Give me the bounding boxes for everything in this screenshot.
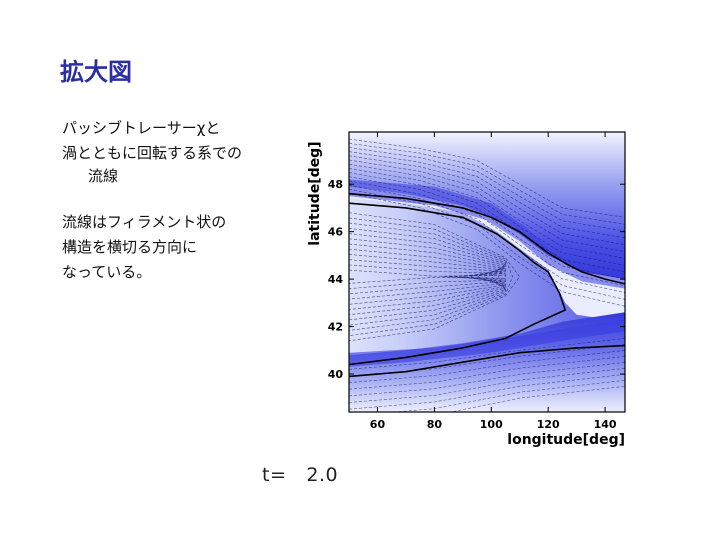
time-label: t= 2.0 (262, 464, 338, 486)
contour-line (349, 368, 625, 403)
time-value: 2.0 (306, 464, 339, 486)
contour-line (349, 243, 507, 310)
contour-line (349, 269, 506, 284)
contour-line (349, 228, 506, 326)
contour-line (349, 163, 625, 259)
y-tick-label: 48 (328, 178, 343, 191)
y-tick-label: 44 (328, 273, 344, 286)
contour-line (349, 155, 625, 246)
x-axis-label: longitude[deg] (507, 432, 625, 448)
streamline-1 (349, 192, 625, 285)
contour-line (349, 248, 506, 305)
text-line: 渦とともに回転する系での (62, 144, 243, 162)
x-tick-label: 140 (594, 418, 617, 431)
contour-line (349, 338, 625, 370)
contour-line (349, 151, 625, 239)
x-tick-label: 120 (537, 418, 560, 431)
y-tick-label: 46 (328, 226, 344, 239)
contour-line (349, 233, 507, 321)
text-line: 流線 (88, 167, 119, 185)
contour-line (349, 217, 513, 336)
contour-line (349, 238, 507, 315)
time-label-prefix: t= (262, 464, 287, 486)
y-tick-label: 40 (328, 368, 344, 381)
contour-line (349, 254, 506, 300)
upper-core (349, 179, 625, 289)
contour-line (349, 193, 625, 307)
text-line: 構造を横切る方向に (62, 238, 198, 256)
contour-line (349, 350, 625, 383)
contour-line (349, 180, 625, 287)
contour-line (349, 172, 625, 273)
contour-line (349, 374, 625, 410)
contour-line (349, 159, 625, 252)
text-line: パッシブトレーサーχと (62, 119, 221, 137)
streamline-figure: 60 80 100 120 140 40 42 44 46 48 longitude[deg] lat… (300, 124, 630, 458)
contour-line (349, 188, 625, 300)
contour-line (449, 386, 625, 412)
contour-line (349, 356, 625, 390)
contour-line (349, 264, 506, 289)
streamline-chart: 60 80 100 120 140 40 42 44 46 48 longitude[deg] lat… (307, 131, 626, 448)
contour-line (349, 212, 521, 342)
text-line: なっている。 (62, 263, 152, 281)
contour-line (349, 147, 625, 232)
contour-line (349, 259, 506, 295)
y-axis-label: latitude[deg] (307, 141, 323, 245)
y-tick-label: 42 (328, 321, 343, 334)
x-tick-label: 100 (480, 418, 503, 431)
streamline-3 (349, 344, 625, 378)
contour-line (349, 362, 625, 397)
x-tick-label: 80 (427, 418, 443, 431)
text-line: 流線はフィラメント状の (62, 213, 227, 231)
page-title: 拡大図 (60, 58, 132, 86)
plot-frame (348, 131, 626, 413)
contour-line (349, 184, 625, 293)
contour-line (391, 380, 625, 412)
body-text: パッシブトレーサーχと 渦とともに回転する系での 流線 流線はフィラメント状の … (62, 116, 297, 285)
x-tick-label: 60 (370, 418, 386, 431)
contour-line (349, 222, 506, 331)
contour-line (349, 168, 625, 266)
streamline-2 (349, 202, 566, 366)
